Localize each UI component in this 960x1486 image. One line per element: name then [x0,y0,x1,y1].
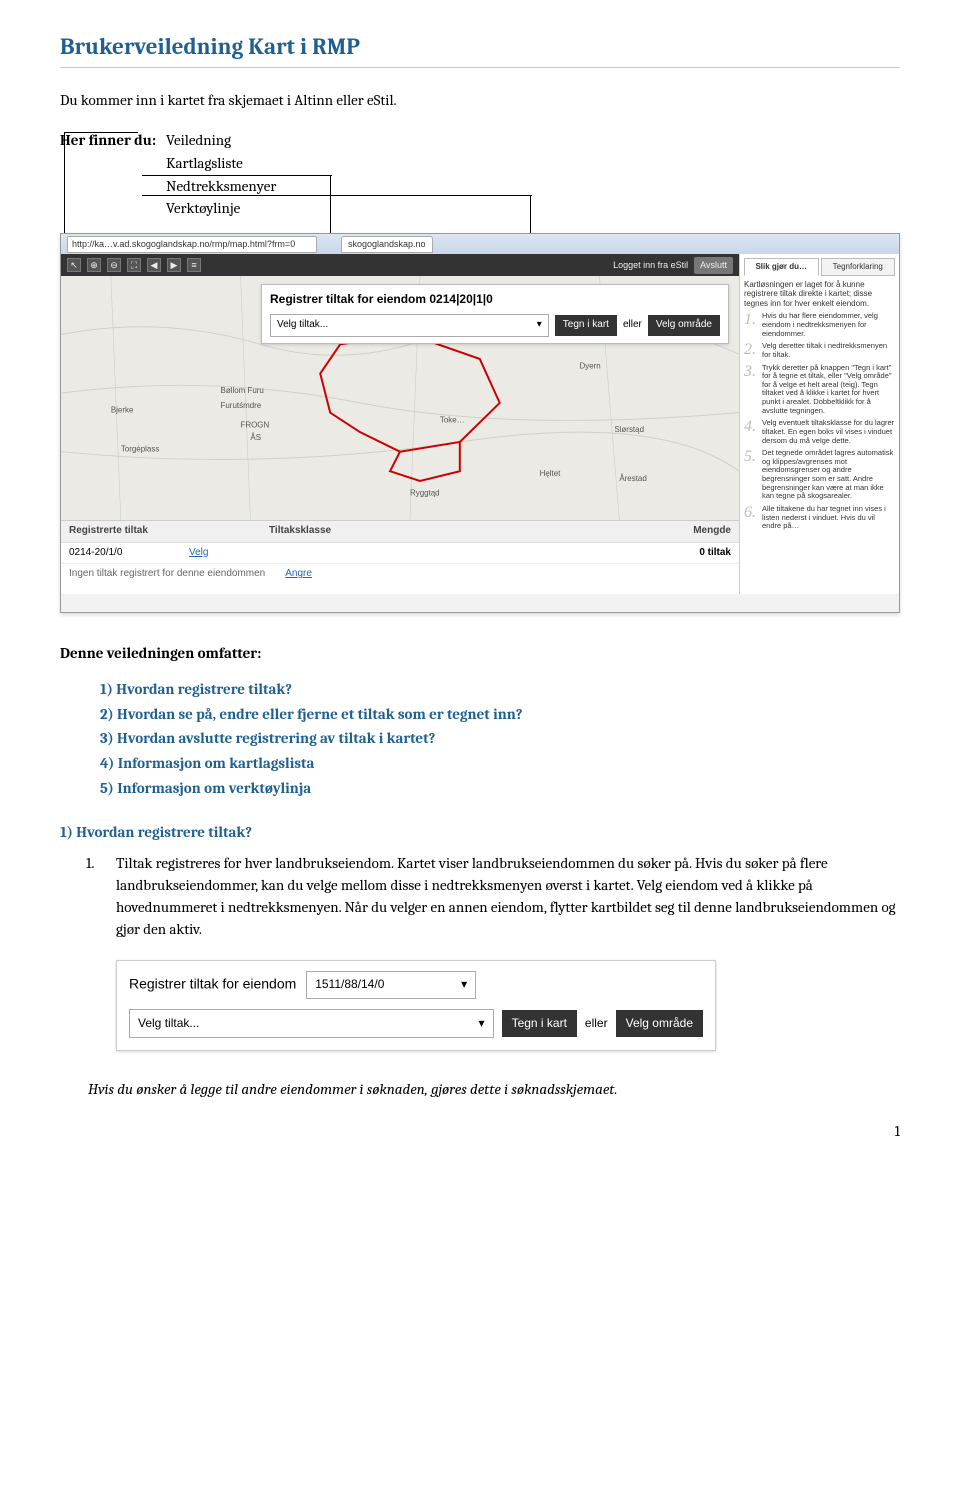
sidebar-intro: Kartløsningen er laget for å kunne regis… [744,280,895,309]
toc-item: Informasjon om verktøylinja [100,778,900,800]
pointer-icon[interactable]: ↖ [67,258,81,272]
finner-item: Veiledning [166,130,276,152]
velg-link[interactable]: Velg [189,546,208,561]
registrerte-tiltak-panel: Registrerte tiltak Tiltaksklasse Mengde … [61,520,739,594]
chevron-down-icon: ▾ [461,976,467,993]
svg-text:Furutśmdre: Furutśmdre [221,401,262,410]
tiltak-select[interactable]: Velg tiltak... ▾ [270,314,549,337]
zoom-out-icon[interactable]: ⊖ [107,258,121,272]
page-number: 1 [60,1121,900,1143]
tab-tegnforklaring[interactable]: Tegnforklaring [821,258,896,276]
svg-text:ÅS: ÅS [250,433,261,442]
help-step: Det tegnede området lagres automatisk og… [762,449,895,501]
toc-item: Hvordan avslutte registrering av tiltak … [100,728,900,750]
help-step: Alle tiltakene du har tegnet inn vises i… [762,505,895,531]
tiltak-select[interactable]: Velg tiltak... ▾ [129,1009,494,1038]
tiltak-count: 0 tiltak [651,546,731,561]
regbox2-title-prefix: Registrer tiltak for eiendom [129,976,296,992]
next-icon[interactable]: ▶ [167,258,181,272]
no-tiltak-text: Ingen tiltak registrert for denne eiendo… [69,567,265,582]
map-canvas[interactable]: Bjerke Torgėplass Bøllom Furu Furutśmdre… [61,276,739,520]
finner-item: Nedtrekksmenyer [166,176,276,198]
tegn-i-kart-button[interactable]: Tegn i kart [555,315,617,336]
eiendom-id: 0214-20/1/0 [69,546,189,561]
angre-link[interactable]: Angre [285,567,312,582]
her-finner-du-block: Her finner du: Veiledning Kartlagsliste … [60,130,900,221]
toc-item: Hvordan registrere tiltak? [100,679,900,701]
map-toolbar: ↖ ⊕ ⊖ ⛶ ◀ ▶ ≡ Logget inn fra eStil Avslu… [61,254,739,276]
prev-icon[interactable]: ◀ [147,258,161,272]
section-1-heading: 1) Hvordan registrere tiltak? [60,822,900,844]
svg-text:Torgėplass: Torgėplass [121,445,160,454]
col-header: Mengde [651,524,731,539]
intro-text: Du kommer inn i kartet fra skjemaet i Al… [60,90,900,112]
velg-omrade-button[interactable]: Velg område [648,315,720,336]
help-sidebar: Slik gjør du… Tegnforklaring Kartløsning… [739,254,899,594]
finner-item: Verktøylinje [166,198,276,220]
toc-list: Hvordan registrere tiltak? Hvordan se på… [100,679,900,800]
help-step: Hvis du har flere eiendommer, velg eiend… [762,312,895,338]
finner-item: Kartlagsliste [166,153,276,175]
velg-omrade-button[interactable]: Velg område [616,1010,703,1037]
register-panel: Registrer tiltak for eiendom 0214|20|1|0… [261,284,729,344]
svg-text:Slørstąd: Slørstąd [614,425,644,434]
tegn-i-kart-button[interactable]: Tegn i kart [502,1010,577,1037]
register-title: Registrer tiltak for eiendom 0214|20|1|0 [270,291,720,308]
col-header: Registrerte tiltak [69,524,269,539]
toc-item: Informasjon om kartlagslista [100,753,900,775]
eiendom-select[interactable]: 1511/88/14/0 ▾ [306,971,476,998]
eller-label: eller [623,318,642,333]
svg-text:Hęltet: Hęltet [540,469,562,478]
app-screenshot: http://ka…v.ad.skogoglandskap.no/rmp/map… [60,233,900,613]
svg-text:Toke…: Toke… [440,416,465,425]
help-step: Velg eventuelt tiltaksklasse for du lagr… [762,419,895,445]
section-1-body: 1.Tiltak registreres for hver landbrukse… [116,853,900,940]
tab-slik-gjor-du[interactable]: Slik gjør du… [744,258,819,276]
browser-bar: http://ka…v.ad.skogoglandskap.no/rmp/map… [61,234,899,254]
svg-text:Årestad: Årestad [619,474,646,483]
url-field[interactable]: http://ka…v.ad.skogoglandskap.no/rmp/map… [67,236,317,253]
svg-text:Bøllom Furu: Bøllom Furu [221,386,264,395]
page-title: Brukerveiledning Kart i RMP [60,30,900,68]
svg-text:Ryggtąd: Ryggtąd [410,489,440,498]
help-step: Velg deretter tiltak i nedtrekksmenyen f… [762,342,895,359]
col-header: Tiltaksklasse [269,524,651,539]
chevron-down-icon: ▾ [537,318,542,333]
layers-icon[interactable]: ≡ [187,258,201,272]
browser-tab[interactable]: skogoglandskap.no [341,236,433,253]
omfatter-heading: Denne veiledningen omfatter: [60,643,900,665]
svg-text:FROGN: FROGN [240,420,269,429]
toc-item: Hvordan se på, endre eller fjerne et til… [100,704,900,726]
finner-label: Her finner du: [60,130,156,152]
svg-text:Bjerke: Bjerke [111,406,134,415]
avslutt-button[interactable]: Avslutt [694,257,733,274]
zoom-in-icon[interactable]: ⊕ [87,258,101,272]
chevron-down-icon: ▾ [479,1015,485,1032]
login-status: Logget inn fra eStil [613,259,688,272]
final-note: Hvis du ønsker å legge til andre eiendom… [88,1079,900,1101]
svg-text:Dyern: Dyern [579,362,600,371]
extent-icon[interactable]: ⛶ [127,258,141,272]
help-step: Trykk deretter på knappen "Tegn i kart" … [762,364,895,416]
eller-label: eller [585,1015,608,1032]
register-panel-small: Registrer tiltak for eiendom 1511/88/14/… [116,960,716,1051]
